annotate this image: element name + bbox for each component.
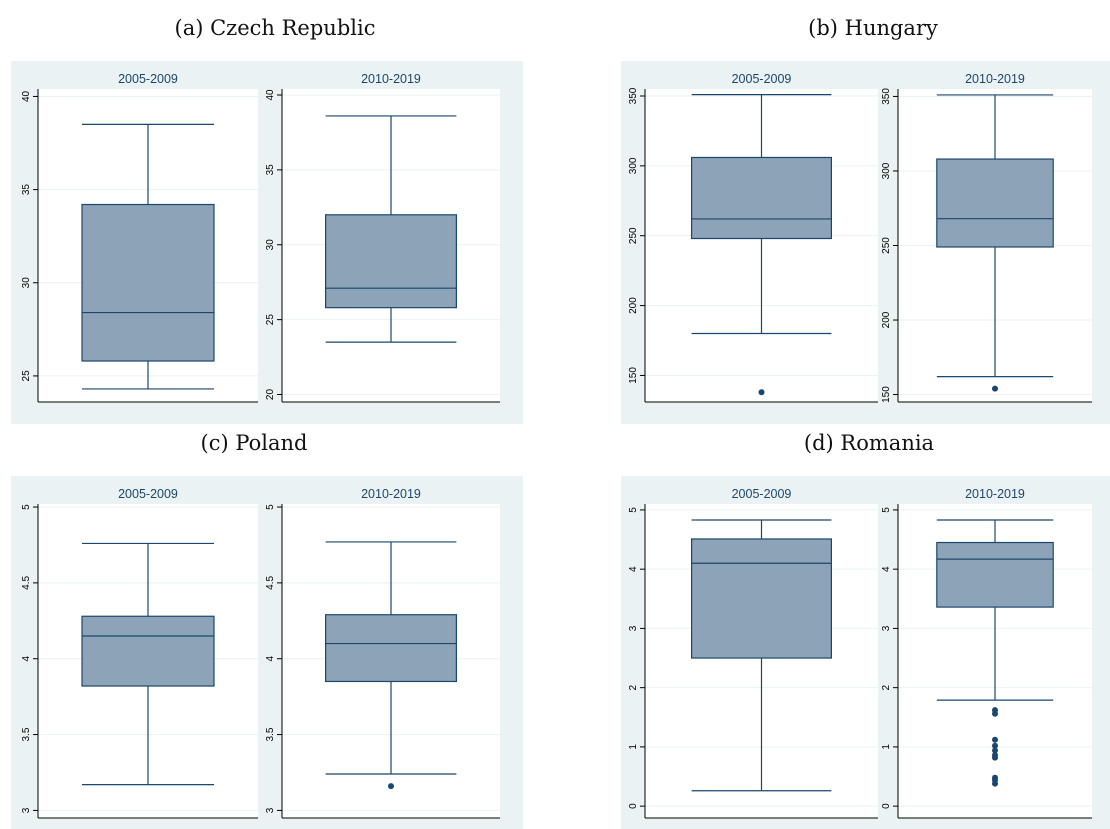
y-tick-label: 3 (21, 807, 32, 813)
iqr-box (936, 541, 1054, 608)
y-tick-label: 350 (881, 88, 892, 105)
y-tick-label: 4 (628, 566, 639, 572)
y-tick-label: 1 (881, 744, 892, 750)
panel-caption: (d) Romania (804, 431, 934, 455)
iqr-box (690, 156, 832, 240)
outlier-point (758, 389, 765, 396)
y-tick-label: 3 (265, 807, 276, 813)
outlier-point (992, 754, 998, 761)
y-tick-label: 250 (628, 227, 639, 244)
subplot-2010-2019: 2010-2019 0 1 2 3 4 5 (881, 487, 1092, 819)
y-tick-label: 5 (265, 504, 276, 510)
y-tick-label: 250 (881, 237, 892, 254)
y-tick-label: 4.5 (21, 575, 32, 589)
panel-caption: (c) Poland (201, 431, 308, 455)
y-tick-label: 40 (21, 90, 32, 102)
outlier-point (388, 783, 394, 790)
subplot-2005-2009: 2005-2009 3 3.5 4 4.5 5 (21, 487, 258, 819)
y-tick-label: 3.5 (21, 727, 32, 741)
panel-czech-republic: 2005-2009 25 30 35 40 2010-2019 20 25 30 35 40 (11, 61, 523, 424)
y-tick-label: 3 (628, 625, 639, 631)
y-tick-label: 0 (628, 803, 639, 809)
y-tick-label: 5 (628, 507, 639, 513)
panel-caption: (b) Hungary (808, 16, 938, 40)
subplot-2005-2009: 2005-2009 0 1 2 3 4 5 (628, 487, 878, 819)
y-tick-label: 25 (265, 314, 276, 326)
y-tick-label: 25 (21, 370, 32, 382)
y-tick-label: 40 (265, 89, 276, 101)
y-tick-label: 300 (881, 162, 892, 179)
iqr-box (936, 158, 1054, 248)
outlier-point (992, 736, 998, 743)
y-tick-label: 200 (881, 311, 892, 328)
y-tick-label: 4.5 (265, 575, 276, 589)
subplot-2010-2019: 2010-2019 20 25 30 35 40 (265, 72, 500, 403)
panel-caption: (a) Czech Republic (175, 16, 376, 40)
y-tick-label: 35 (21, 184, 32, 196)
y-tick-label: 150 (881, 386, 892, 403)
subplot-title: 2010-2019 (965, 487, 1025, 501)
subplot-title: 2010-2019 (965, 72, 1025, 86)
iqr-box (325, 214, 458, 309)
y-tick-label: 4 (265, 656, 276, 662)
y-tick-label: 5 (881, 507, 892, 513)
panel-poland: 2005-2009 3 3.5 4 4.5 5 2010-2019 3 3.5 4 4.5 5 (11, 476, 523, 829)
iqr-box (690, 538, 832, 659)
subplot-title: 2010-2019 (361, 487, 421, 501)
panel-romania: 2005-2009 0 1 2 3 4 5 2010-2019 0 1 2 3 4 5 (621, 476, 1110, 829)
y-tick-label: 3.5 (265, 727, 276, 741)
iqr-box (81, 203, 215, 362)
y-tick-label: 3 (881, 625, 892, 631)
y-tick-label: 35 (265, 164, 276, 176)
outlier-point (992, 780, 998, 787)
y-tick-label: 0 (881, 803, 892, 809)
y-tick-label: 20 (265, 389, 276, 401)
y-tick-label: 300 (628, 157, 639, 174)
outlier-point (992, 742, 998, 749)
y-tick-label: 2 (881, 684, 892, 690)
subplot-2010-2019: 2010-2019 150 200 250 300 350 (881, 72, 1092, 403)
outlier-point (992, 747, 998, 754)
y-tick-label: 350 (628, 87, 639, 104)
subplot-2010-2019: 2010-2019 3 3.5 4 4.5 5 (265, 487, 500, 819)
y-tick-label: 4 (21, 656, 32, 662)
y-tick-label: 150 (628, 367, 639, 384)
iqr-box (325, 614, 458, 683)
outlier-point (992, 385, 998, 392)
subplot-title: 2005-2009 (732, 487, 792, 501)
y-tick-label: 1 (628, 744, 639, 750)
subplot-2005-2009: 2005-2009 25 30 35 40 (21, 72, 258, 403)
subplot-title: 2005-2009 (118, 487, 178, 501)
y-tick-label: 4 (881, 566, 892, 572)
y-tick-label: 2 (628, 684, 639, 690)
y-tick-label: 5 (21, 504, 32, 510)
subplot-title: 2005-2009 (118, 72, 178, 86)
subplot-title: 2005-2009 (732, 72, 792, 86)
y-tick-label: 200 (628, 297, 639, 314)
y-tick-label: 30 (265, 239, 276, 251)
subplot-2005-2009: 2005-2009 150 200 250 300 350 (628, 72, 878, 403)
outlier-point (992, 707, 998, 714)
y-tick-label: 30 (21, 277, 32, 289)
subplot-title: 2010-2019 (361, 72, 421, 86)
iqr-box (81, 615, 215, 687)
